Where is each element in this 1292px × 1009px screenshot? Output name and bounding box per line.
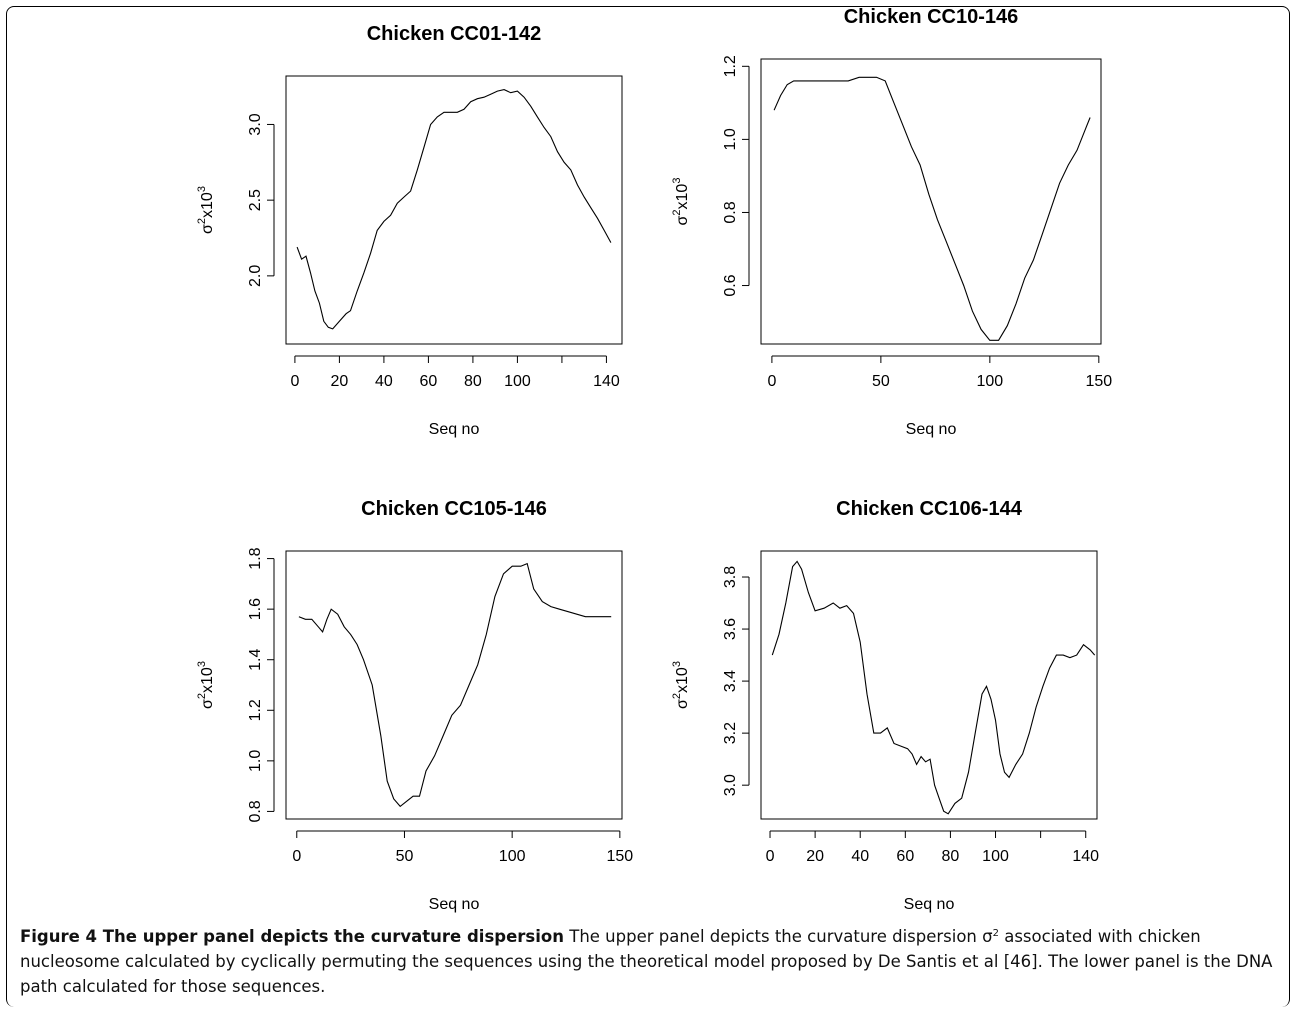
figure-frame	[6, 6, 1290, 1007]
y-label-mid: x10	[674, 667, 691, 693]
x-tick-label: 0	[766, 848, 775, 865]
y-tick-label: 3.0	[722, 774, 739, 796]
x-tick-label: 0	[290, 373, 299, 390]
x-tick-label: 40	[375, 373, 393, 390]
y-tick-label: 1.2	[247, 699, 264, 721]
y-label-sup: 2	[196, 693, 208, 699]
x-tick-label: 80	[942, 848, 960, 865]
plot-box	[760, 550, 1098, 820]
y-label-sup: 2	[671, 209, 683, 215]
x-tick-label: 0	[767, 373, 776, 390]
y-label-sup: 3	[671, 178, 683, 184]
y-tick-label: 1.2	[722, 55, 739, 77]
y-axis-label: σ2x103	[196, 661, 216, 709]
x-tick-label: 100	[499, 848, 526, 865]
y-label-base: σ	[199, 699, 216, 709]
plot-box	[285, 75, 623, 345]
y-tick-label: 1.0	[722, 128, 739, 150]
x-tick-label: 140	[1072, 848, 1099, 865]
x-tick-label: 150	[1085, 373, 1112, 390]
plot-box	[760, 58, 1102, 345]
y-label-sup: 2	[196, 218, 208, 224]
x-tick-label: 0	[292, 848, 301, 865]
y-label-base: σ	[199, 224, 216, 234]
y-label-sup: 2	[671, 693, 683, 699]
y-axis-label: σ2x103	[196, 186, 216, 234]
y-label-base: σ	[674, 699, 691, 709]
series-line	[296, 89, 612, 330]
y-tick-label: 2.5	[247, 189, 264, 211]
chart-panel-3: Chicken CC105-146 0 50 100 150 Seq no 0.8 1.0 1.…	[196, 498, 633, 913]
y-tick-label: 2.0	[247, 265, 264, 287]
series-line	[771, 560, 1096, 815]
x-axis-label: Seq no	[429, 896, 480, 913]
y-label-base: σ	[674, 215, 691, 225]
x-axis-label: Seq no	[429, 421, 480, 438]
x-tick-label: 100	[504, 373, 531, 390]
chart-title: Chicken CC106-144	[836, 498, 1023, 520]
y-tick-label: 3.6	[722, 618, 739, 640]
y-tick-label: 0.8	[247, 800, 264, 822]
y-tick-label: 0.6	[722, 274, 739, 296]
x-tick-label: 60	[420, 373, 438, 390]
x-axis-label: Seq no	[906, 421, 957, 438]
caption-heading: The upper panel depicts the curvature di…	[102, 927, 564, 946]
x-tick-label: 40	[851, 848, 869, 865]
x-tick-label: 100	[982, 848, 1009, 865]
y-tick-label: 1.8	[247, 547, 264, 569]
chart-title: Chicken CC10-146	[844, 6, 1019, 28]
caption-label: Figure 4	[20, 927, 98, 946]
x-tick-label: 60	[896, 848, 914, 865]
chart-title: Chicken CC01-142	[367, 23, 542, 45]
y-tick-label: 1.6	[247, 598, 264, 620]
x-tick-label: 20	[331, 373, 349, 390]
y-tick-label: 1.4	[247, 648, 264, 670]
x-tick-label: 140	[593, 373, 620, 390]
y-tick-label: 3.0	[247, 113, 264, 135]
x-tick-label: 80	[464, 373, 482, 390]
series-line	[298, 562, 612, 808]
y-label-mid: x10	[199, 192, 216, 218]
caption-sup: 2	[992, 928, 999, 939]
chart-title: Chicken CC105-146	[361, 498, 547, 520]
x-tick-label: 100	[976, 373, 1003, 390]
chart-panel-1: Chicken CC01-142 0 20 40 60 80 100 140 Seq no 2.0…	[196, 23, 623, 438]
x-tick-label: 50	[872, 373, 890, 390]
y-tick-label: 3.2	[722, 722, 739, 744]
y-axis-label: σ2x103	[671, 178, 691, 226]
x-axis-label: Seq no	[904, 896, 955, 913]
y-tick-label: 0.8	[722, 201, 739, 223]
x-tick-label: 50	[396, 848, 414, 865]
y-label-sup: 3	[196, 186, 208, 192]
y-tick-label: 1.0	[247, 750, 264, 772]
y-label-mid: x10	[674, 184, 691, 210]
caption-text-after: associated with chicken nucleosome calcu…	[20, 927, 1273, 996]
y-axis-label: σ2x103	[671, 661, 691, 709]
series-line	[773, 76, 1091, 341]
y-label-sup: 3	[671, 661, 683, 667]
caption-text-before: The upper panel depicts the curvature di…	[569, 927, 993, 946]
chart-panel-4: Chicken CC106-144 0 20 40 60 80 100 140 Seq no 3.…	[671, 498, 1099, 913]
y-label-mid: x10	[199, 667, 216, 693]
y-tick-label: 3.4	[722, 670, 739, 692]
figure-caption: Figure 4 The upper panel depicts the cur…	[20, 924, 1282, 999]
x-tick-label: 20	[806, 848, 824, 865]
y-label-sup: 3	[196, 661, 208, 667]
plot-box	[285, 550, 623, 820]
y-tick-label: 3.8	[722, 566, 739, 588]
x-tick-label: 150	[606, 848, 633, 865]
chart-panel-2: Chicken CC10-146 0 50 100 150 Seq no 0.6 0.8 1.0…	[671, 6, 1112, 438]
